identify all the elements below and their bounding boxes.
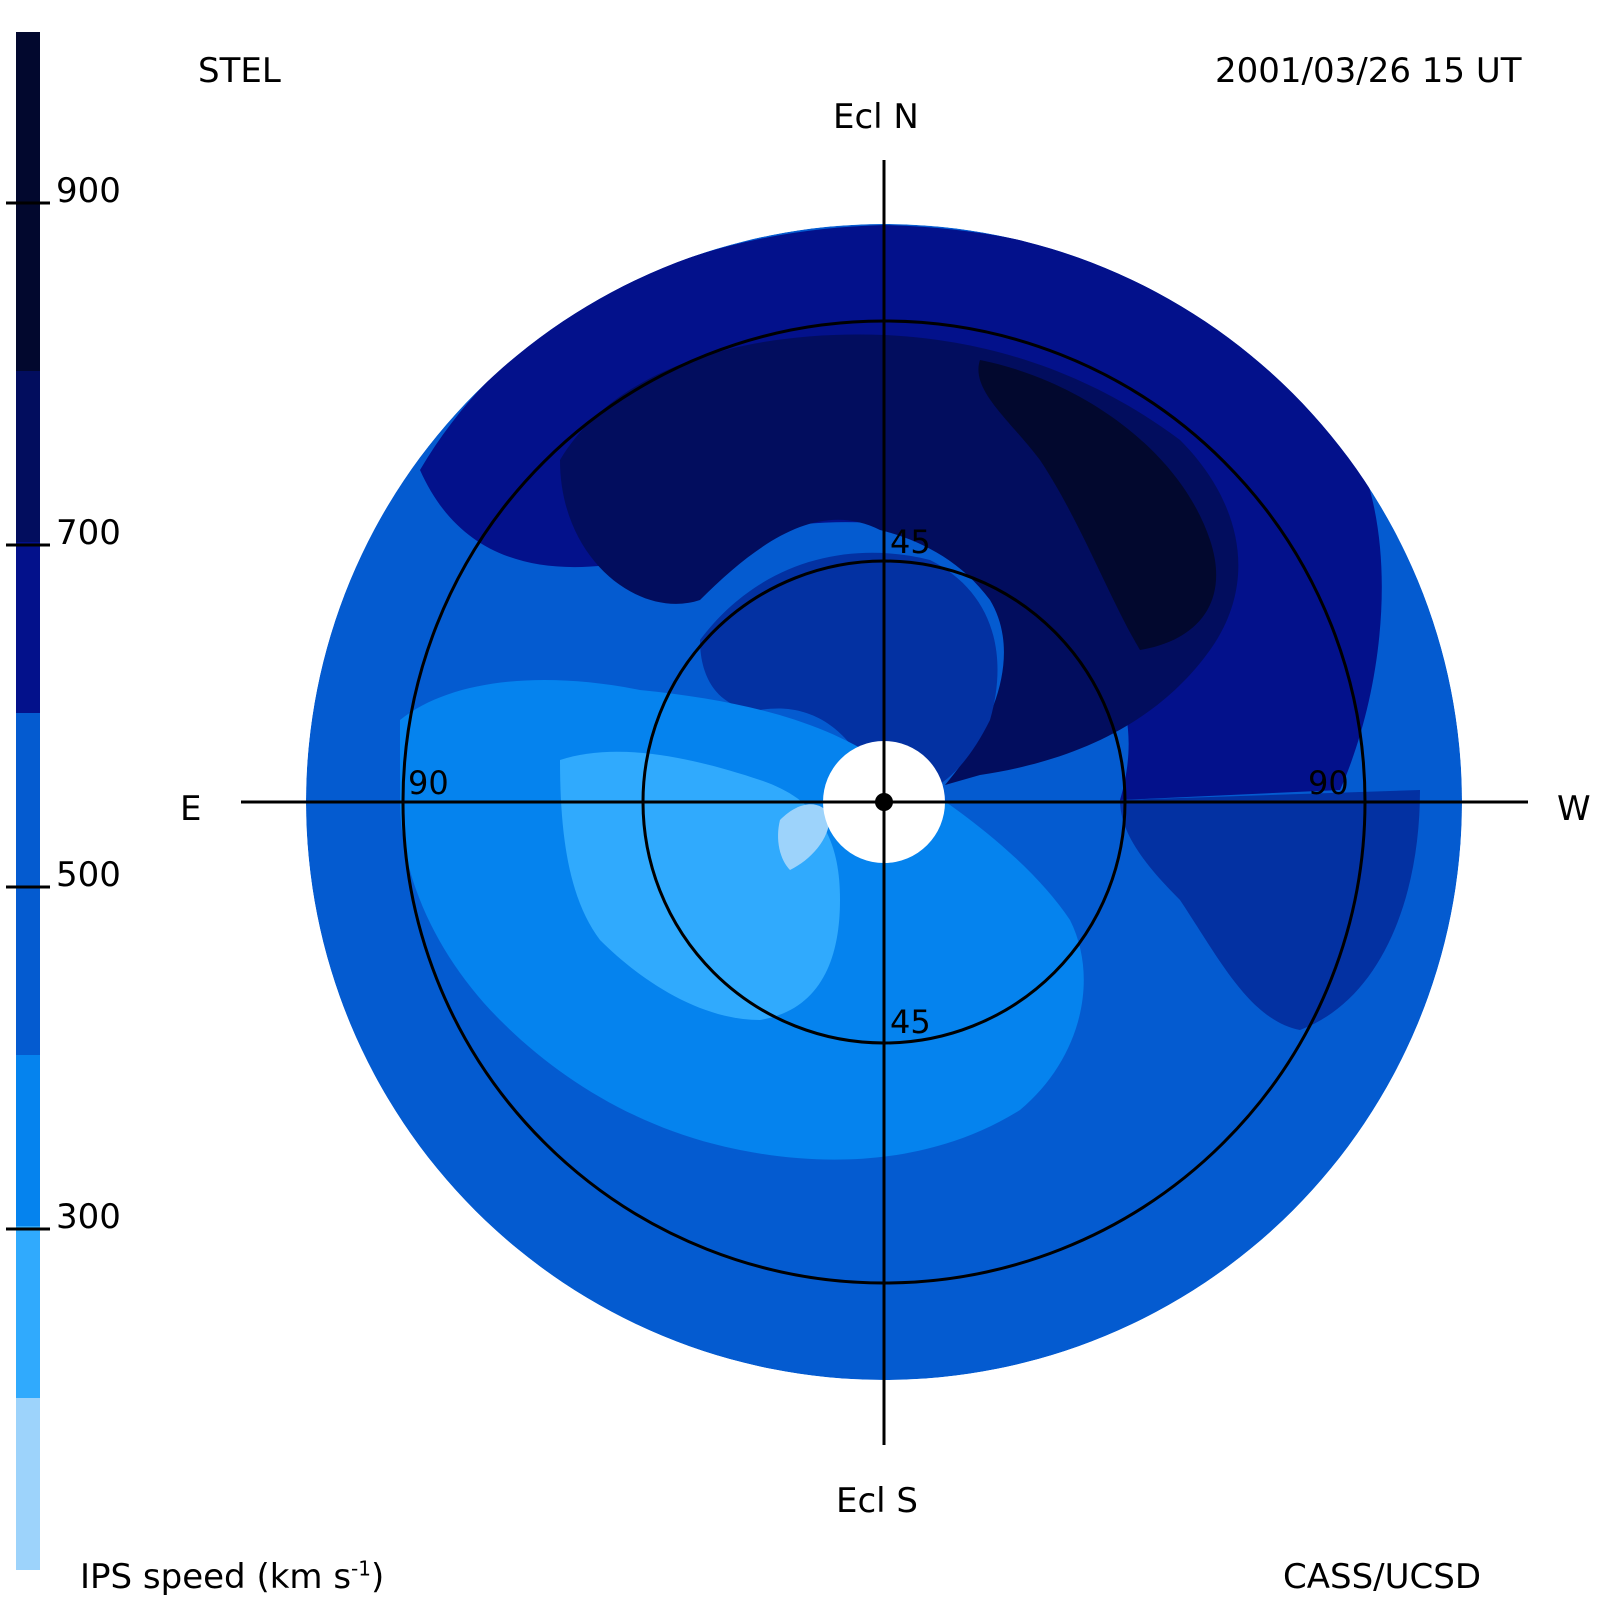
colorbar — [6, 32, 50, 1570]
colorbar-level-2 — [16, 1226, 40, 1398]
colorbar-quantity-label: IPS speed (km s-1) — [80, 1556, 385, 1597]
region-southeast-lighter — [560, 751, 840, 1020]
credit-label: CASS/UCSD — [1283, 1557, 1482, 1597]
colorbar-level-4 — [16, 713, 40, 1055]
colorbar-level-3 — [16, 1055, 40, 1226]
ring-45-label-south: 45 — [890, 1003, 931, 1041]
ring-45-label-north: 45 — [890, 523, 931, 561]
region-mid-ring — [700, 552, 998, 800]
observatory-label: STEL — [198, 51, 281, 91]
direction-north-label: Ecl N — [833, 97, 919, 137]
direction-west-label: W — [1557, 789, 1591, 829]
quantity-text: IPS speed (km s — [80, 1557, 352, 1597]
direction-south-label: Ecl S — [836, 1481, 919, 1521]
unit-exponent: -1 — [351, 1556, 371, 1581]
unit-close: ) — [371, 1557, 385, 1597]
region-darkest-patch — [978, 360, 1217, 650]
ring-90-label-west: 90 — [1308, 764, 1349, 802]
region-lightest-patch — [778, 804, 830, 870]
speed-map-disk — [306, 224, 1462, 1380]
colorbar-tick-label-900: 900 — [56, 171, 121, 211]
colorbar-level-5 — [16, 542, 40, 713]
colorbar-level-1 — [16, 1398, 40, 1570]
colorbar-tick-label-700: 700 — [56, 513, 121, 553]
datetime-label: 2001/03/26 15 UT — [1215, 51, 1522, 91]
colorbar-tick-label-500: 500 — [56, 855, 121, 895]
sun-center-dot — [875, 793, 893, 811]
colorbar-tick-label-300: 300 — [56, 1197, 121, 1237]
direction-east-label: E — [180, 789, 202, 829]
ring-90-label-east: 90 — [408, 764, 449, 802]
region-west-band — [1120, 790, 1420, 1030]
colorbar-level-6 — [16, 371, 40, 542]
